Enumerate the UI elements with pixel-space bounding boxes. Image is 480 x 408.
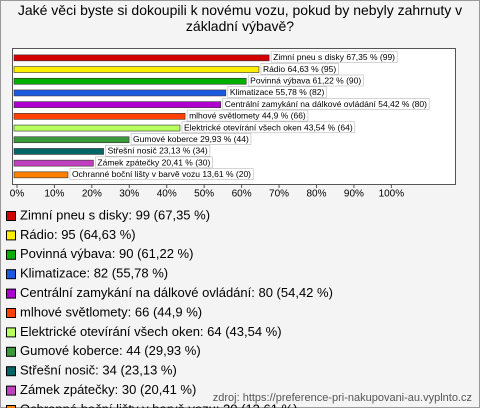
legend-swatch <box>6 288 16 299</box>
bar <box>13 171 69 179</box>
data-label-box <box>270 51 398 63</box>
data-label: Elektrické otevírání všech oken 43,54 % … <box>184 122 353 132</box>
bar <box>13 113 186 120</box>
data-label-box <box>227 86 327 98</box>
bar <box>13 101 222 108</box>
legend-swatch <box>6 405 16 408</box>
x-tick-label: 20% <box>82 189 102 200</box>
legend-label: Zimní pneu s disky: 99 (67,35 %) <box>20 207 210 222</box>
legend-label: Střešní nosič: 34 (23,13 %) <box>20 363 177 378</box>
data-label: Gumové koberce 29,93 % (44) <box>133 134 249 144</box>
data-label-box <box>247 74 364 87</box>
legend-label: Rádio: 95 (64,63 %) <box>20 227 136 242</box>
legend-label: Centrální zamykání na dálkové ovládání: … <box>20 285 333 300</box>
legend-label: Klimatizace: 82 (55,78 %) <box>20 266 168 281</box>
data-label-box <box>105 144 211 157</box>
x-tick-label: 100% <box>379 189 405 200</box>
legend-swatch <box>6 230 16 241</box>
x-tick-label: 30% <box>119 189 139 200</box>
bar <box>13 54 270 62</box>
legend-swatch <box>6 366 16 377</box>
x-tick-label: 50% <box>194 189 214 200</box>
legend-label: Povinná výbava: 90 (61,22 %) <box>20 246 193 261</box>
data-label-box <box>260 63 339 75</box>
data-label: Střešní nosič 23,13 % (34) <box>108 146 208 156</box>
data-label: Zámek zpátečky 20,41 % (30) <box>97 157 210 167</box>
x-tick-label: 40% <box>157 189 177 200</box>
x-tick-label: 10% <box>44 189 64 200</box>
bar <box>13 148 104 155</box>
data-label: Centrální zamykání na dálkové ovládání 5… <box>225 99 427 109</box>
legend-swatch <box>6 249 16 260</box>
legend-swatch <box>6 327 16 338</box>
bar <box>13 159 94 167</box>
bar <box>13 124 181 132</box>
data-label: mlhové světlomety 44,9 % (66) <box>189 111 306 121</box>
x-tick-label: 90% <box>344 189 364 200</box>
legend-label: Ochranné boční lišty v barvě vozu: 20 (1… <box>20 401 297 408</box>
data-label: Povinná výbava 61,22 % (90) <box>250 76 361 86</box>
bar <box>13 66 260 73</box>
data-label-box <box>69 168 254 180</box>
data-label: Ochranné boční lišty v barvě vozu 13,61 … <box>72 169 251 179</box>
data-label-box <box>222 98 430 110</box>
x-tick-label: 80% <box>306 189 326 200</box>
legend-label: Zámek zpátečky: 30 (20,41 %) <box>20 382 196 397</box>
bar <box>13 136 130 144</box>
data-label-box <box>186 109 309 122</box>
data-label: Rádio 64,63 % (95) <box>263 64 336 74</box>
data-label: Klimatizace 55,78 % (82) <box>230 87 325 97</box>
legend-label: mlhové světlomety: 66 (44,9 %) <box>20 304 202 319</box>
source: zdroj: https://preference-pri-nakupovani… <box>213 392 472 404</box>
data-label-box <box>181 121 356 134</box>
legend-swatch <box>6 346 16 357</box>
data-label: Zimní pneu s disky 67,35 % (99) <box>273 52 395 62</box>
data-label-box <box>130 133 252 145</box>
legend-label: Elektrické otevírání všech oken: 64 (43,… <box>20 324 282 339</box>
x-tick-label: 70% <box>269 189 289 200</box>
legend-swatch <box>6 269 16 280</box>
legend-swatch <box>6 385 16 396</box>
legend-label: Gumové koberce: 44 (29,93 %) <box>20 343 201 358</box>
bar <box>13 89 227 97</box>
data-label-box <box>95 156 213 169</box>
chart-title: Jaké věci byste si dokoupili k novému vo… <box>17 2 463 34</box>
bar <box>13 77 247 85</box>
x-tick-label: 60% <box>232 189 252 200</box>
legend-swatch <box>6 211 16 221</box>
x-tick-label: 0% <box>10 189 25 200</box>
legend-swatch <box>6 308 16 318</box>
